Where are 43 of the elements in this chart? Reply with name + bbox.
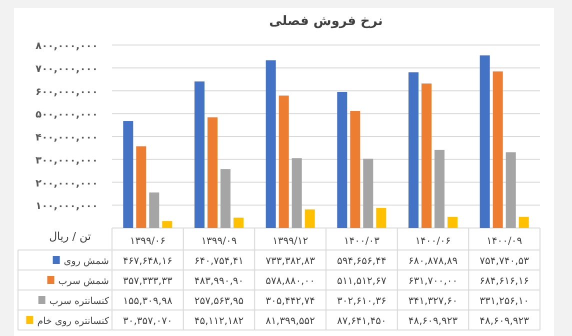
data-label: ۵۷۸,۸۸۰,۰۰ — [266, 276, 315, 287]
x-tick-label: ۱۴۰۰/۰۶ — [415, 236, 451, 247]
y-tick-label: ۵۰۰,۰۰۰,۰۰۰ — [35, 110, 98, 121]
data-label: ۸۱,۳۹۹,۵۵۲ — [266, 316, 315, 327]
data-label: ۳۰,۳۵۷,۰۷۰ — [123, 316, 172, 327]
y-tick-label: ۶۰۰,۰۰۰,۰۰۰ — [35, 86, 98, 98]
chart-title: نرخ فروش فصلی — [269, 14, 383, 29]
legend-label: شمش روی — [64, 256, 110, 267]
y-tick-label: ۳۰۰,۰۰۰,۰۰۰ — [35, 155, 98, 166]
data-label: ۴۵,۱۱۲,۱۸۲ — [194, 316, 244, 327]
data-label: ۵۱۱,۵۱۲,۶۷ — [337, 276, 387, 287]
data-label: ۶۸۰,۸۷۸,۸۹ — [408, 256, 458, 267]
data-label: ۲۵۷,۵۶۳,۹۵ — [194, 296, 244, 307]
data-label: ۴۶۷,۶۴۸,۱۶ — [123, 256, 172, 267]
y-tick-label: ۴۰۰,۰۰۰,۰۰۰ — [35, 132, 98, 144]
x-tick-label: ۱۳۹۹/۰۹ — [201, 236, 237, 247]
data-label: ۶۳۱,۷۰۰,۰۰ — [408, 276, 458, 287]
data-label: ۶۸۴,۶۱۶,۱۶ — [480, 276, 529, 287]
data-label: ۳۰۲,۶۱۰,۳۶ — [337, 296, 386, 307]
x-tick-label: ۱۳۹۹/۱۲ — [272, 236, 308, 247]
data-label: ۴۸,۶۰۹,۹۲۳ — [480, 316, 530, 327]
legend-label: کنسانتره سرب — [49, 296, 110, 307]
data-label: ۳۰۵,۴۴۲,۷۴ — [266, 296, 315, 307]
y-tick-label: ۲۰۰,۰۰۰,۰۰۰ — [35, 178, 98, 190]
data-label: ۷۵۴,۷۴۰,۵۳ — [480, 256, 530, 267]
data-label: ۴۸,۶۰۹,۹۲۳ — [408, 316, 458, 327]
y-axis-title: تن / ریال — [49, 230, 91, 243]
y-tick-label: ۷۰۰,۰۰۰,۰۰۰ — [35, 64, 98, 75]
data-label: ۵۹۴,۶۵۶,۴۴ — [337, 256, 386, 267]
data-label: ۱۵۵,۳۰۹,۹۸ — [123, 296, 173, 307]
y-tick-label: ۸۰۰,۰۰۰,۰۰۰ — [35, 41, 98, 52]
x-tick-label: ۱۳۹۹/۰۶ — [130, 236, 166, 247]
data-label: ۸۷,۶۴۱,۴۵۰ — [337, 316, 386, 327]
data-label: ۷۳۳,۳۸۲,۸۳ — [266, 256, 316, 267]
data-label: ۳۴۱,۳۲۷,۶۰ — [408, 296, 458, 307]
legend-label: شمش سرب — [58, 276, 110, 287]
y-tick-label: ۱۰۰,۰۰۰,۰۰۰ — [35, 201, 98, 212]
data-label: ۴۸۳,۹۹۰,۹۰ — [194, 276, 244, 287]
data-label: ۳۳۱,۲۵۶,۱۰ — [480, 296, 529, 307]
x-tick-label: ۱۴۰۰/۰۹ — [486, 236, 522, 247]
x-tick-label: ۱۴۰۰/۰۳ — [344, 236, 380, 247]
data-label: ۳۵۷,۳۳۳,۳۳ — [123, 276, 173, 287]
data-label: ۶۴۰,۷۵۴,۴۱ — [194, 256, 244, 267]
